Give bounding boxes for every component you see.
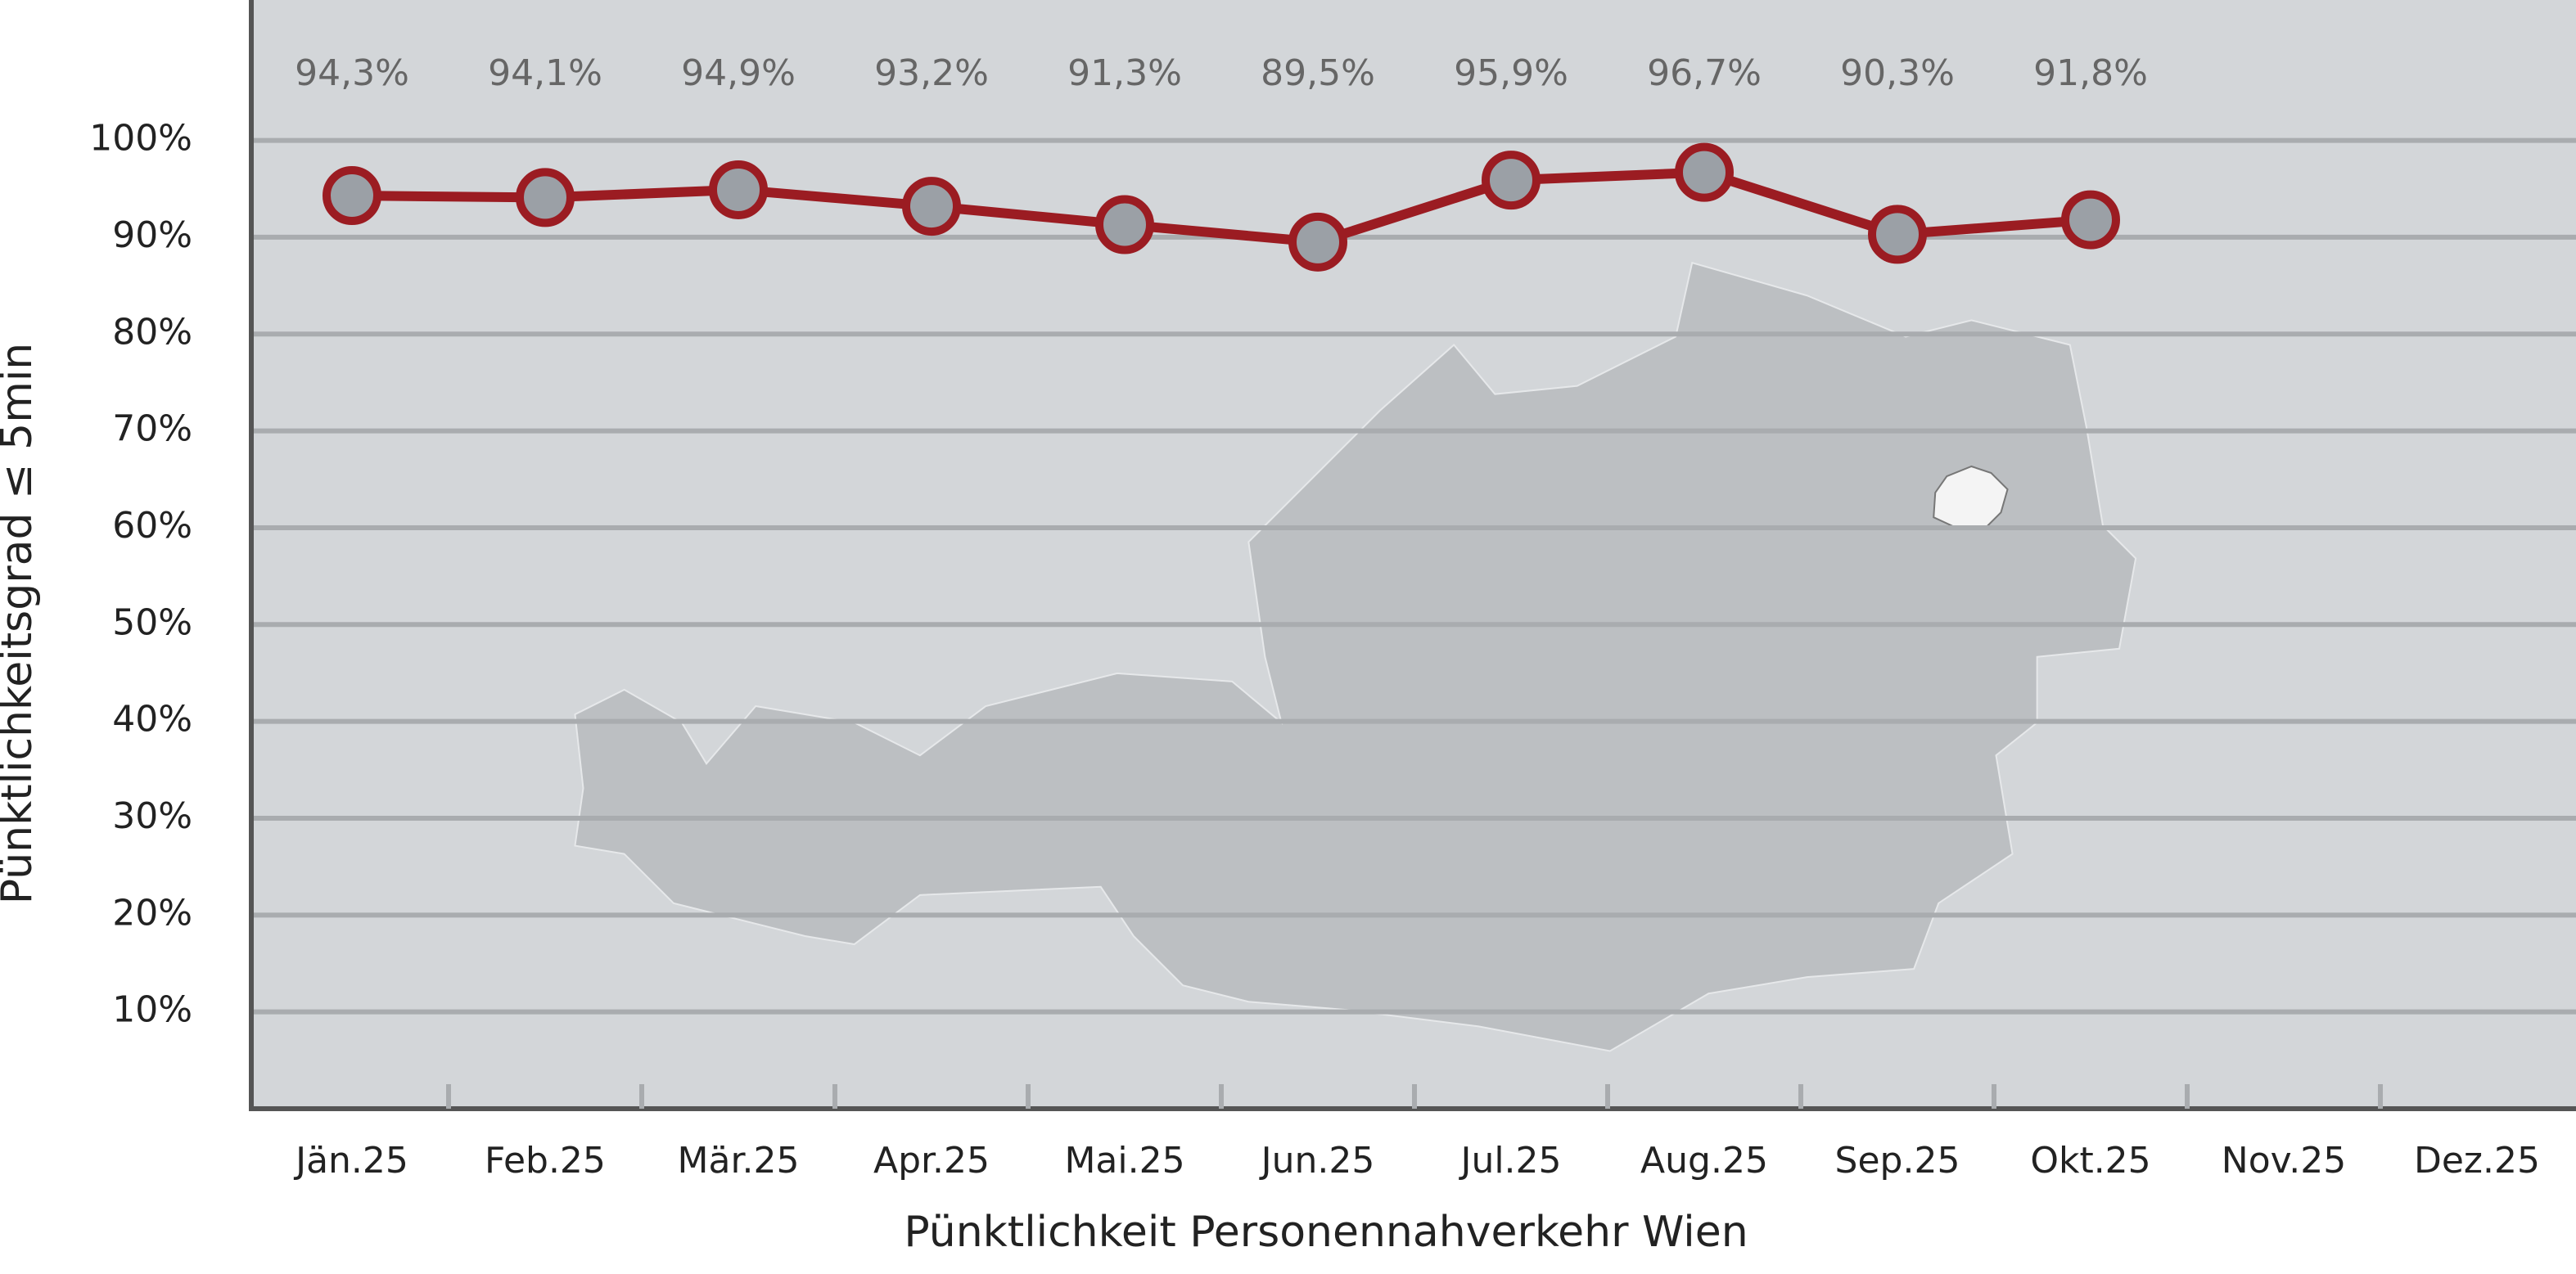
data-label: 94,1% bbox=[488, 52, 602, 94]
data-label: 94,9% bbox=[681, 52, 796, 94]
x-tick-label: Mär.25 bbox=[678, 1140, 800, 1182]
y-tick-label: 50% bbox=[112, 601, 192, 643]
x-tick-label: Okt.25 bbox=[2030, 1140, 2150, 1182]
x-tick-label: Jul.25 bbox=[1458, 1140, 1561, 1182]
y-tick-label: 10% bbox=[112, 989, 192, 1031]
x-tick-label: Dez.25 bbox=[2414, 1140, 2540, 1182]
data-label: 94,3% bbox=[295, 52, 409, 94]
data-point bbox=[1482, 151, 1541, 210]
y-tick-label: 70% bbox=[112, 408, 192, 450]
data-label: 93,2% bbox=[874, 52, 989, 94]
data-point bbox=[2061, 190, 2120, 250]
x-tick-label: Jun.25 bbox=[1259, 1140, 1375, 1182]
data-point bbox=[323, 166, 381, 226]
y-tick-label: 80% bbox=[112, 311, 192, 353]
y-axis-title: Pünktlichkeitsgrad ≤ 5min bbox=[0, 343, 42, 905]
data-point bbox=[1868, 205, 1927, 264]
data-point bbox=[709, 160, 768, 219]
data-label: 89,5% bbox=[1261, 52, 1375, 94]
x-tick-label: Sep.25 bbox=[1835, 1140, 1960, 1182]
x-tick-label: Feb.25 bbox=[485, 1140, 606, 1182]
x-tick-label: Nov.25 bbox=[2222, 1140, 2346, 1182]
x-tick-label: Jän.25 bbox=[293, 1140, 408, 1182]
x-tick-label: Mai.25 bbox=[1064, 1140, 1184, 1182]
data-label: 91,3% bbox=[1067, 52, 1182, 94]
data-point bbox=[1095, 195, 1154, 254]
data-point bbox=[1288, 212, 1347, 272]
data-point bbox=[902, 177, 961, 236]
data-label: 90,3% bbox=[1840, 52, 1955, 94]
data-point bbox=[1675, 142, 1734, 202]
y-tick-label: 60% bbox=[112, 505, 192, 547]
x-tick-label: Apr.25 bbox=[873, 1140, 990, 1182]
vienna-map bbox=[1933, 465, 2009, 530]
x-tick-label: Aug.25 bbox=[1640, 1140, 1768, 1182]
data-label: 95,9% bbox=[1454, 52, 1568, 94]
data-label: 96,7% bbox=[1647, 52, 1762, 94]
austria-map bbox=[574, 261, 2137, 1052]
y-tick-label: 20% bbox=[112, 892, 192, 934]
data-point bbox=[516, 168, 575, 227]
y-tick-label: 100% bbox=[89, 118, 192, 160]
y-tick-label: 30% bbox=[112, 795, 192, 837]
map-decoration bbox=[574, 261, 2137, 1052]
data-label: 91,8% bbox=[2033, 52, 2148, 94]
y-tick-label: 90% bbox=[112, 214, 192, 256]
x-axis-title: Pünktlichkeit Personennahverkehr Wien bbox=[904, 1208, 1748, 1257]
data-line bbox=[351, 167, 2091, 247]
y-tick-label: 40% bbox=[112, 699, 192, 741]
